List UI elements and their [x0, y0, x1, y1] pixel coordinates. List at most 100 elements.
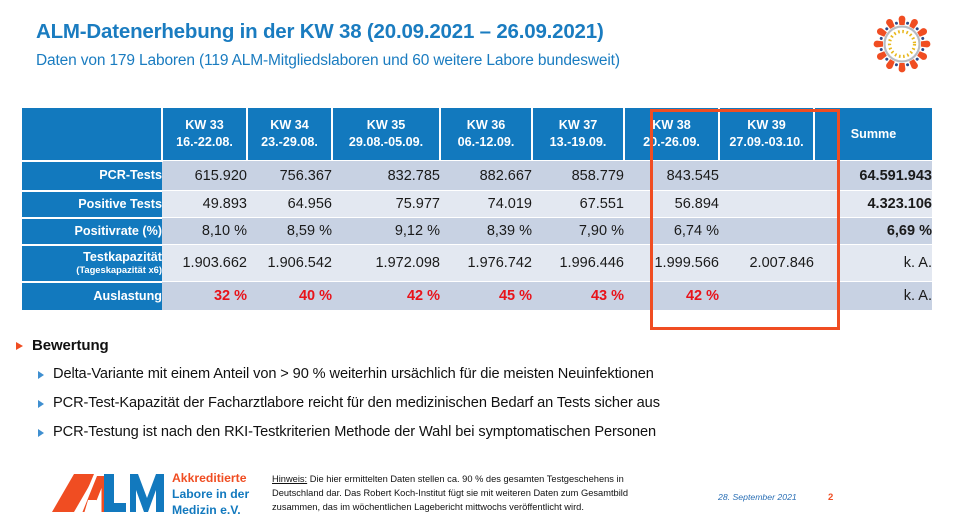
cell: 1.976.742 — [440, 244, 532, 282]
table-row: Testkapazität (Tageskapazität x6) 1.903.… — [22, 243, 932, 283]
cell: 67.551 — [532, 190, 624, 218]
cell: 9,12 % — [332, 217, 440, 245]
cell: 56.894 — [624, 190, 719, 218]
hinweis-text: Die hier ermittelten Daten stellen ca. 9… — [272, 474, 629, 513]
logo-line-1: Akkreditierte — [172, 471, 247, 485]
table-row: PCR-Tests 615.920 756.367 832.785 882.66… — [22, 159, 932, 192]
column-header-kw34: KW 34 23.-29.08. — [246, 108, 333, 161]
cell: 832.785 — [332, 160, 440, 191]
cell: 615.920 — [162, 160, 247, 191]
column-header-summe: Summe — [814, 108, 932, 161]
logo-line-3: Medizin e.V. — [172, 503, 241, 518]
row-label-testkapazitaet: Testkapazität (Tageskapazität x6) — [22, 243, 162, 283]
row-label-positive-tests: Positive Tests — [22, 189, 162, 219]
column-header-kw33: KW 33 16.-22.08. — [161, 108, 248, 161]
column-date-label: 20.-26.09. — [643, 135, 700, 149]
cell-sum: 64.591.943 — [814, 160, 932, 191]
column-header-kw36: KW 36 06.-12.09. — [439, 108, 533, 161]
row-label-auslastung: Auslastung — [22, 280, 162, 312]
cell: 1.972.098 — [332, 244, 440, 282]
cell: 8,59 % — [247, 217, 332, 245]
cell: 75.977 — [332, 190, 440, 218]
cell — [719, 160, 814, 191]
alm-logo — [52, 470, 257, 516]
cell-sum: k. A. — [814, 244, 932, 282]
row-label-positivrate: Positivrate (%) — [22, 216, 162, 246]
table-corner-cell — [22, 108, 162, 161]
hinweis-note: Hinweis: Die hier ermittelten Daten stel… — [272, 472, 672, 514]
page-title: ALM-Datenerhebung in der KW 38 (20.09.20… — [36, 20, 604, 43]
triangle-bullet-icon — [38, 400, 44, 409]
bewertung-section: Bewertung Delta-Variante mit einem Antei… — [16, 337, 936, 441]
cell: 8,39 % — [440, 217, 532, 245]
cell: 40 % — [247, 281, 332, 311]
column-date-label: 29.08.-05.09. — [348, 135, 424, 149]
column-date-label: 27.09.-03.10. — [729, 135, 804, 149]
cell — [719, 190, 814, 218]
cell: 43 % — [532, 281, 624, 311]
cell: 74.019 — [440, 190, 532, 218]
page-subtitle: Daten von 179 Laboren (119 ALM-Mitglieds… — [36, 51, 620, 69]
cell — [719, 281, 814, 311]
bullet-item: Delta-Variante mit einem Anteil von > 90… — [38, 366, 936, 383]
bullet-item: PCR-Test-Kapazität der Facharztlabore re… — [38, 395, 936, 412]
bullet-main: Bewertung — [16, 337, 936, 354]
table-row: Positivrate (%) 8,10 % 8,59 % 9,12 % 8,3… — [22, 216, 932, 246]
cell: 843.545 — [624, 160, 719, 191]
table-row: Positive Tests 49.893 64.956 75.977 74.0… — [22, 189, 932, 219]
table-header-row: KW 33 16.-22.08. KW 34 23.-29.08. KW 35 … — [22, 108, 932, 161]
triangle-bullet-icon — [16, 342, 23, 350]
logo-line-2: Labore in der — [172, 487, 250, 502]
column-date-label: 16.-22.08. — [176, 135, 233, 149]
cell: 49.893 — [162, 190, 247, 218]
weekly-data-table: KW 33 16.-22.08. KW 34 23.-29.08. KW 35 … — [22, 108, 932, 312]
triangle-bullet-icon — [38, 371, 44, 380]
bullet-item-text: PCR-Testung ist nach den RKI-Testkriteri… — [53, 423, 657, 440]
bullet-item-text: PCR-Test-Kapazität der Facharztlabore re… — [53, 395, 660, 412]
alm-logo-text: Akkreditierte Labore in der Medizin e.V. — [172, 470, 249, 519]
bullet-item-text: Delta-Variante mit einem Anteil von > 90… — [53, 366, 654, 383]
column-week-label: KW 36 — [466, 118, 506, 132]
column-week-label: KW 33 — [185, 118, 224, 132]
triangle-bullet-icon — [38, 428, 44, 437]
column-week-label: KW 38 — [652, 118, 691, 132]
cell: 45 % — [440, 281, 532, 311]
cell: 1.996.446 — [532, 244, 624, 282]
row-label-sub: (Tageskapazität x6) — [76, 263, 162, 275]
footer-date: 28. September 2021 — [718, 492, 797, 502]
cell: 858.779 — [532, 160, 624, 191]
column-header-kw35: KW 35 29.08.-05.09. — [331, 108, 441, 161]
column-header-kw38: KW 38 20.-26.09. — [623, 108, 720, 161]
hinweis-label: Hinweis: — [272, 474, 308, 484]
cell: 1.906.542 — [247, 244, 332, 282]
cell — [719, 217, 814, 245]
cell: 1.903.662 — [162, 244, 247, 282]
column-week-label: KW 37 — [558, 118, 598, 132]
slide-header: ALM-Datenerhebung in der KW 38 (20.09.20… — [36, 20, 856, 70]
column-week-label: KW 34 — [270, 118, 309, 132]
cell: 882.667 — [440, 160, 532, 191]
column-header-kw39: KW 39 27.09.-03.10. — [718, 108, 815, 161]
column-week-label: KW 39 — [747, 118, 786, 132]
cell-sum: 4.323.106 — [814, 190, 932, 218]
cell-sum: k. A. — [814, 281, 932, 311]
cell: 8,10 % — [162, 217, 247, 245]
cell: 6,74 % — [624, 217, 719, 245]
table-row: Auslastung 32 % 40 % 42 % 45 % 43 % 42 %… — [22, 280, 932, 312]
cell: 42 % — [624, 281, 719, 311]
column-date-label: 06.-12.09. — [457, 135, 515, 149]
bullet-main-label: Bewertung — [32, 337, 109, 354]
column-date-label: 13.-19.09. — [549, 135, 607, 149]
cell: 2.007.846 — [719, 244, 814, 282]
row-label-main: Testkapazität — [83, 250, 162, 265]
cell: 64.956 — [247, 190, 332, 218]
cell-sum: 6,69 % — [814, 217, 932, 245]
row-label-pcr-tests: PCR-Tests — [22, 159, 162, 192]
slide-footer: Akkreditierte Labore in der Medizin e.V.… — [0, 462, 954, 528]
bullet-item: PCR-Testung ist nach den RKI-Testkriteri… — [38, 424, 936, 441]
cell: 7,90 % — [532, 217, 624, 245]
cell: 756.367 — [247, 160, 332, 191]
alm-logo-mark — [52, 474, 164, 512]
coronavirus-icon — [866, 8, 938, 80]
cell: 32 % — [162, 281, 247, 311]
